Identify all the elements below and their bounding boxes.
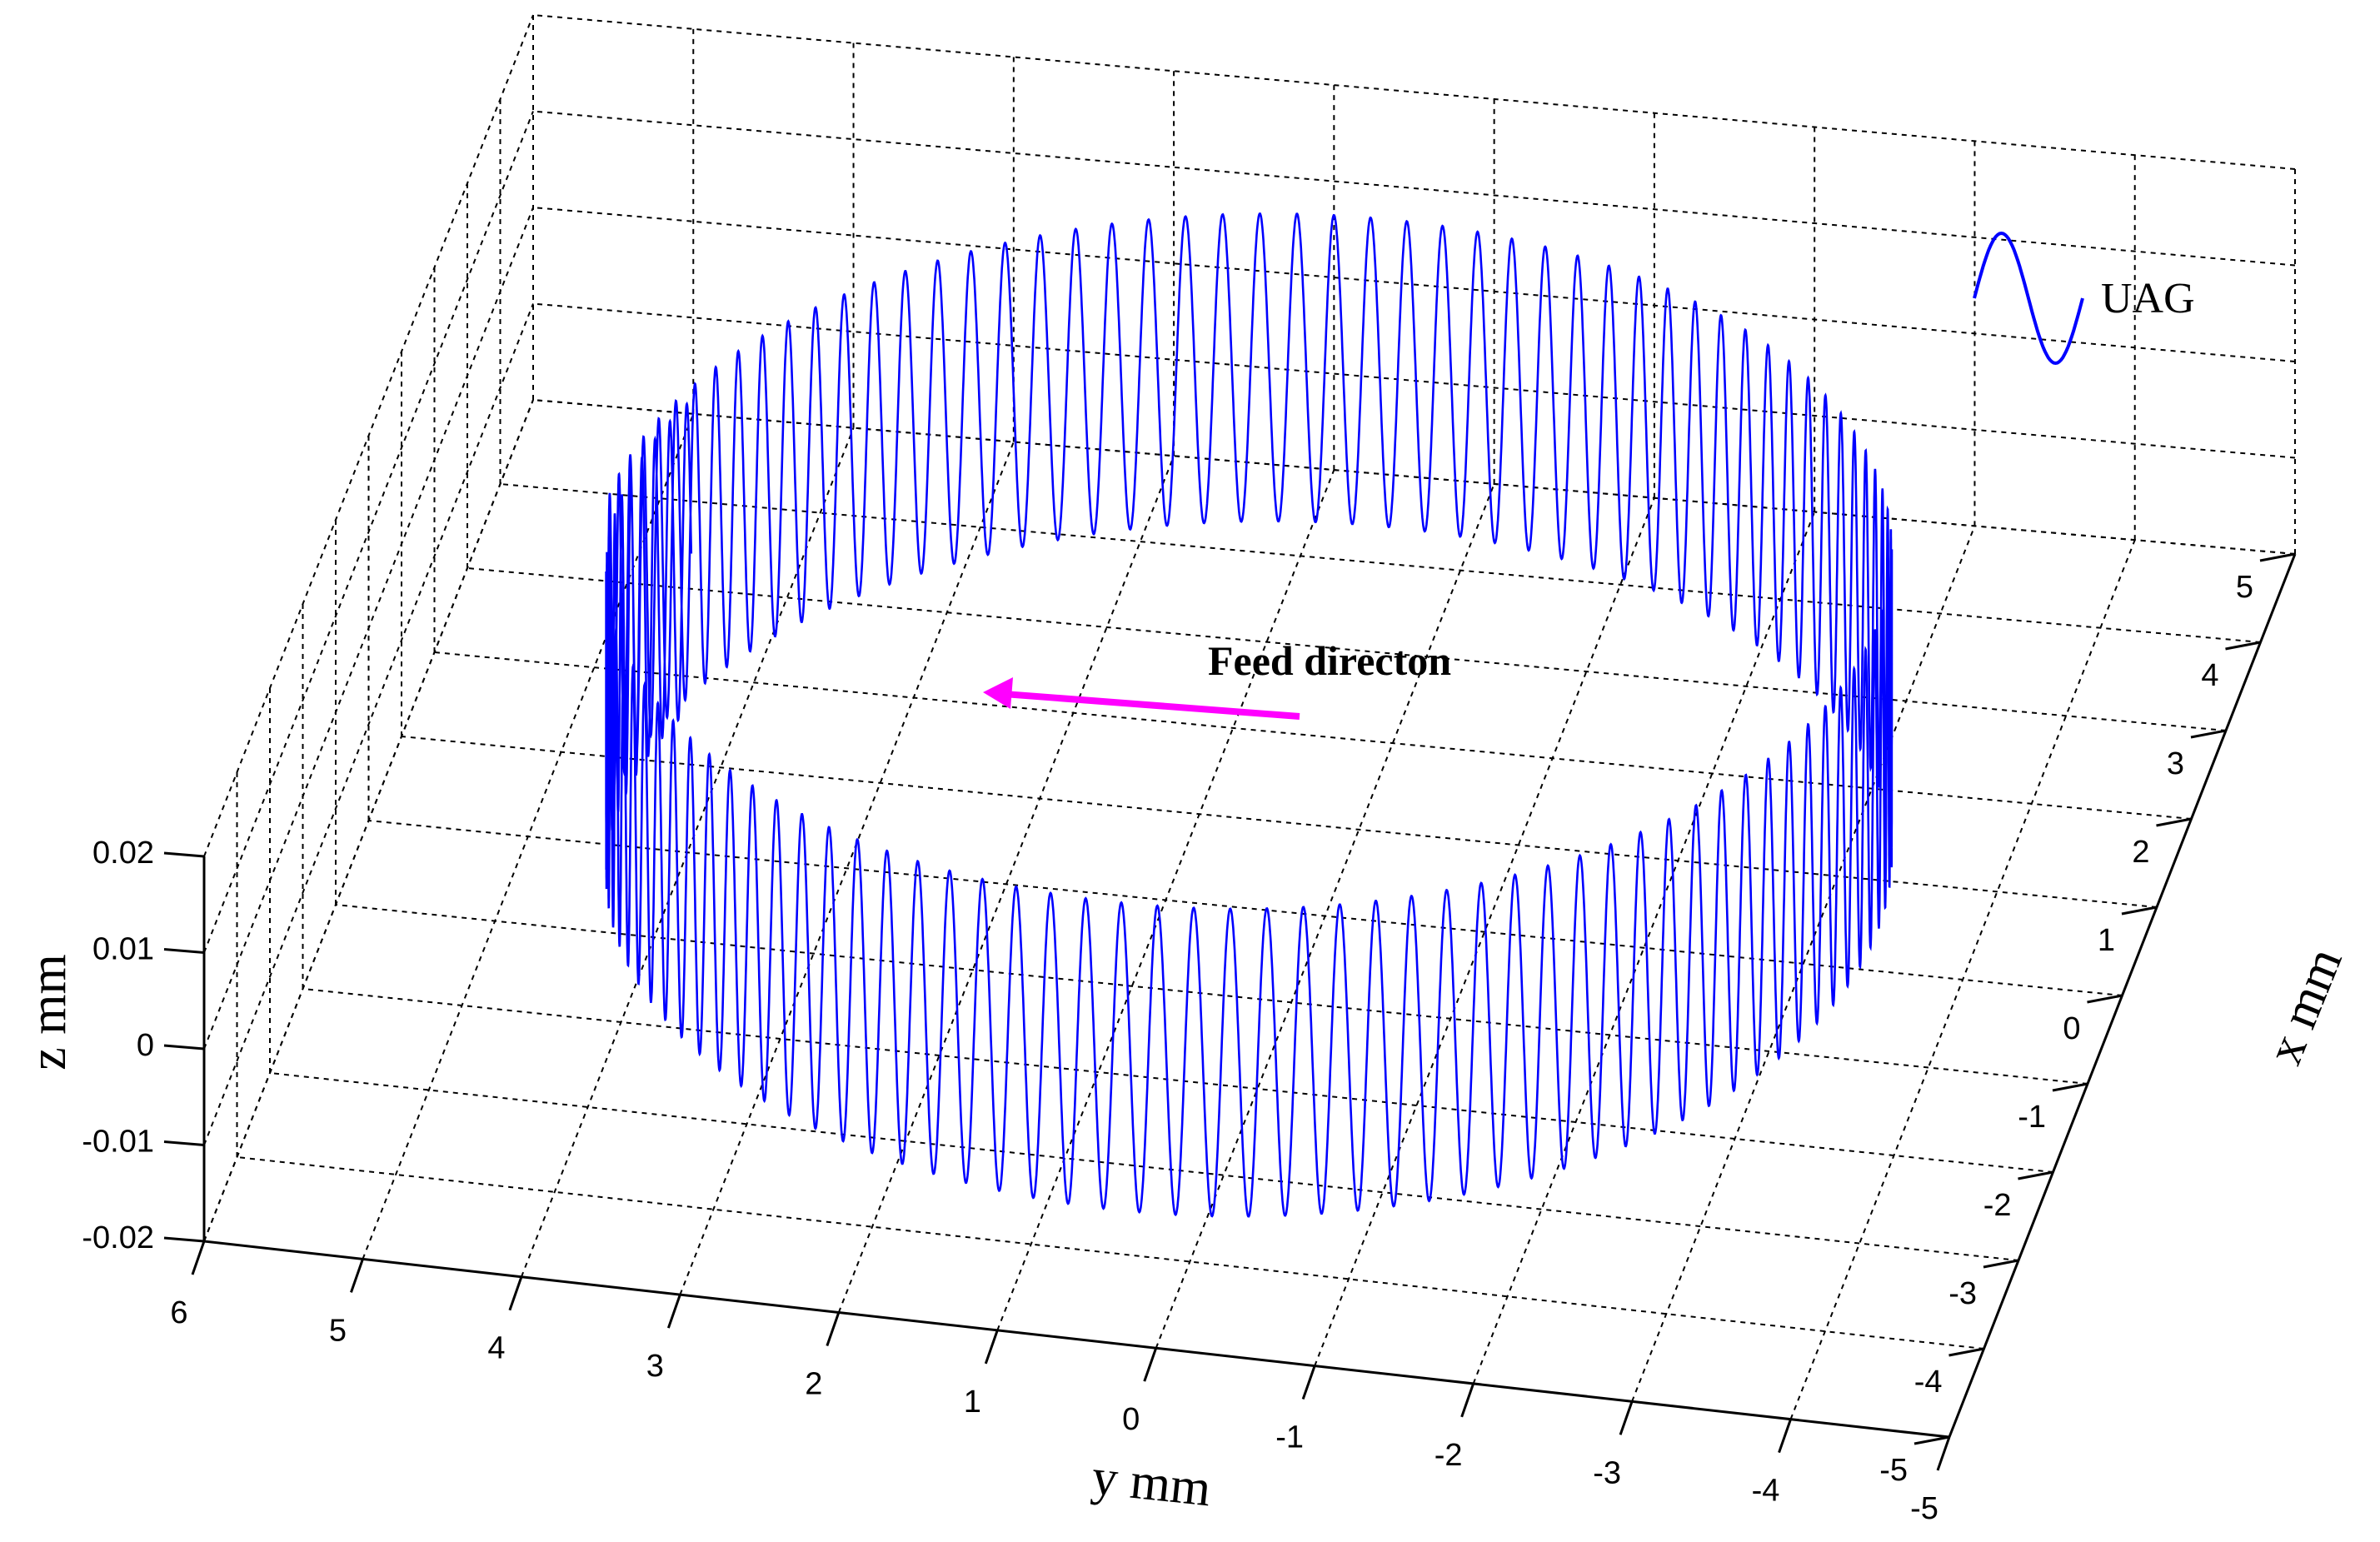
series-line-uag	[605, 212, 1894, 1218]
x-axis-title: x mm	[2256, 940, 2353, 1071]
z-tick-label: 0.01	[92, 932, 154, 967]
grid-line	[520, 427, 855, 1278]
feed-direction-annotation: Feed directon	[983, 637, 1451, 720]
x-tick-mark	[1913, 1435, 1950, 1445]
x-tick-label: 5	[2236, 570, 2253, 605]
y-tick-mark	[1460, 1383, 1475, 1418]
z-tick-label: -0.01	[82, 1125, 154, 1160]
x-tick-label: 0	[2063, 1011, 2080, 1046]
z-tick-label: 0	[137, 1028, 154, 1063]
x-tick-label: 2	[2132, 835, 2149, 870]
y-tick-mark	[191, 1240, 206, 1275]
x-tick-mark	[2259, 552, 2296, 562]
y-tick-mark	[1619, 1400, 1634, 1435]
grid-line	[203, 399, 534, 1242]
feed-direction-arrowhead	[983, 677, 1013, 709]
feed-direction-label: Feed directon	[1208, 637, 1451, 684]
grid-line	[434, 651, 2192, 820]
grid-line	[467, 567, 2227, 731]
x-tick-mark	[2190, 729, 2227, 739]
grid-line	[1472, 512, 1816, 1385]
x-tick-label: -5	[1879, 1453, 1908, 1488]
grid-line	[269, 1072, 2019, 1261]
z-tick-mark	[163, 851, 205, 858]
y-tick-mark	[1778, 1419, 1792, 1454]
y-tick-label: 5	[329, 1313, 347, 1348]
grid-line	[679, 442, 1015, 1295]
y-tick-label: -4	[1752, 1474, 1780, 1509]
y-axis-title: y mm	[1089, 1449, 1213, 1518]
x-tick-label: -1	[2018, 1100, 2046, 1135]
y-tick-label: 3	[646, 1349, 664, 1384]
z-tick-mark	[163, 1236, 205, 1243]
grid-layer	[203, 14, 2296, 1438]
axes-layer: 6 5 4 3 2 1 0 -1 -2 -3 -4 -5-5 -4 -3 -2 -1 0 1 2 3 4 5 0.02 0.0…	[82, 552, 2297, 1526]
grid-line	[237, 1156, 1984, 1350]
grid-line	[335, 904, 2088, 1085]
x-tick-mark	[2052, 1082, 2088, 1092]
y-tick-label: -5	[1910, 1491, 1938, 1526]
y-tick-label: -2	[1434, 1438, 1463, 1473]
series-layer	[605, 212, 1894, 1218]
feed-direction-arrow	[1003, 691, 1300, 720]
grid-line	[532, 302, 2296, 459]
x-tick-mark	[2225, 641, 2261, 651]
grid-line	[532, 110, 2296, 267]
grid-line	[203, 303, 534, 1145]
grid-line	[203, 207, 534, 1050]
y-tick-label: 4	[487, 1331, 505, 1366]
grid-line	[401, 736, 2158, 908]
grid-line	[203, 14, 534, 857]
y-tick-label: 1	[964, 1385, 981, 1420]
z-tick-mark	[163, 1044, 205, 1050]
x-tick-label: 3	[2167, 746, 2184, 781]
legend-swatch	[1973, 231, 2084, 366]
y-tick-label: -1	[1275, 1420, 1304, 1455]
y-tick-mark	[826, 1311, 841, 1346]
grid-line	[368, 820, 2123, 996]
grid-line	[532, 207, 2296, 362]
y-tick-mark	[1143, 1347, 1158, 1382]
x-tick-label: -4	[1914, 1365, 1943, 1400]
x-tick-mark	[2156, 817, 2192, 827]
z-tick-label: -0.02	[82, 1220, 154, 1255]
z-axis-title: z mm	[20, 954, 77, 1070]
grid-line	[203, 111, 534, 953]
y-axis-line	[203, 1240, 1950, 1439]
y-tick-mark	[508, 1276, 523, 1311]
y-tick-mark	[350, 1258, 364, 1293]
grid-line	[532, 399, 2296, 555]
grid-line	[532, 14, 2296, 170]
legend: UAG	[1973, 231, 2195, 366]
x-tick-mark	[2087, 994, 2123, 1004]
z-tick-mark	[163, 1140, 205, 1146]
y-tick-label: 2	[805, 1366, 822, 1401]
y-tick-mark	[1936, 1436, 1951, 1471]
x-tick-mark	[2018, 1170, 2053, 1180]
x-tick-mark	[1983, 1259, 2019, 1269]
y-tick-label: 6	[170, 1295, 187, 1330]
legend-label: UAG	[2101, 275, 2195, 322]
x-tick-label: 4	[2201, 658, 2218, 693]
y-tick-mark	[666, 1294, 681, 1329]
z-tick-label: 0.02	[92, 836, 154, 871]
x-tick-label: -2	[1983, 1188, 2012, 1223]
y-tick-mark	[1301, 1365, 1316, 1400]
grid-line	[500, 483, 2261, 643]
x-tick-mark	[2121, 906, 2158, 916]
y-tick-label: 0	[1122, 1402, 1140, 1437]
x-tick-label: -3	[1948, 1276, 1977, 1311]
y-tick-mark	[984, 1330, 999, 1365]
grid-line	[302, 988, 2053, 1173]
x-tick-mark	[1948, 1347, 1984, 1357]
y-tick-label: -3	[1593, 1455, 1621, 1490]
x-tick-label: 1	[2098, 923, 2115, 958]
z-tick-mark	[163, 948, 205, 954]
